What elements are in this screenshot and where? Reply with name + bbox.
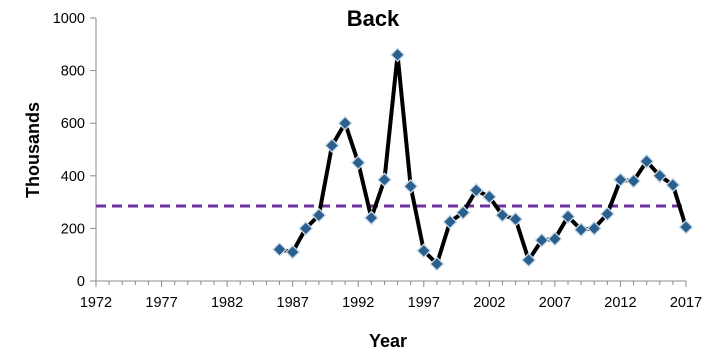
x-tick-label: 1982 xyxy=(211,295,243,311)
data-point xyxy=(521,252,537,268)
data-point xyxy=(298,220,314,236)
data-point xyxy=(442,214,458,230)
x-tick-label: 2007 xyxy=(539,295,571,311)
x-tick-label: 2012 xyxy=(604,295,636,311)
data-point xyxy=(613,172,628,188)
data-point xyxy=(652,168,668,184)
data-point xyxy=(626,173,641,189)
data-point xyxy=(534,232,550,248)
data-point xyxy=(272,242,287,257)
data-point xyxy=(324,138,340,153)
data-point xyxy=(285,244,301,260)
data-point xyxy=(363,210,379,226)
series-group xyxy=(272,47,694,272)
data-point xyxy=(350,155,366,171)
series-line xyxy=(279,52,688,266)
data-point xyxy=(495,207,510,223)
y-tick-label: 1000 xyxy=(53,11,85,27)
data-point xyxy=(573,222,589,238)
x-tick-label: 1987 xyxy=(277,295,309,311)
axes xyxy=(95,18,686,282)
chart-title: Back xyxy=(347,6,400,31)
data-point xyxy=(599,206,615,222)
data-point xyxy=(390,47,405,63)
data-point xyxy=(560,209,576,224)
x-axis-ticks: 1972 1977 1982 1987 1992 1997 2002 2007 2012 2017 xyxy=(80,281,702,311)
data-point xyxy=(337,115,353,131)
y-tick-label: 800 xyxy=(61,64,85,80)
data-point xyxy=(416,243,432,259)
data-point xyxy=(429,256,445,272)
x-tick-label: 2002 xyxy=(473,295,505,311)
data-point xyxy=(508,211,523,227)
y-axis-ticks: 0 200 400 600 800 1000 xyxy=(53,11,96,290)
y-tick-label: 0 xyxy=(77,274,85,290)
data-point xyxy=(665,177,681,193)
data-point xyxy=(547,231,563,247)
x-tick-label: 2017 xyxy=(670,295,702,311)
x-tick-label: 1977 xyxy=(145,295,177,311)
data-point xyxy=(586,220,602,236)
x-axis-title: Year xyxy=(369,331,407,351)
data-point xyxy=(678,219,694,235)
y-axis-title: Thousands xyxy=(23,102,43,198)
data-point xyxy=(455,205,471,221)
data-point xyxy=(481,189,497,205)
data-point xyxy=(403,178,419,194)
data-point xyxy=(311,207,327,223)
data-point xyxy=(377,172,392,188)
x-tick-label: 1997 xyxy=(408,295,440,311)
y-tick-label: 400 xyxy=(61,169,85,185)
y-tick-label: 600 xyxy=(61,116,85,132)
x-tick-label: 1972 xyxy=(80,295,112,311)
data-point xyxy=(468,182,484,198)
y-tick-label: 200 xyxy=(61,221,85,237)
x-tick-label: 1992 xyxy=(342,295,374,311)
data-point xyxy=(639,153,655,169)
